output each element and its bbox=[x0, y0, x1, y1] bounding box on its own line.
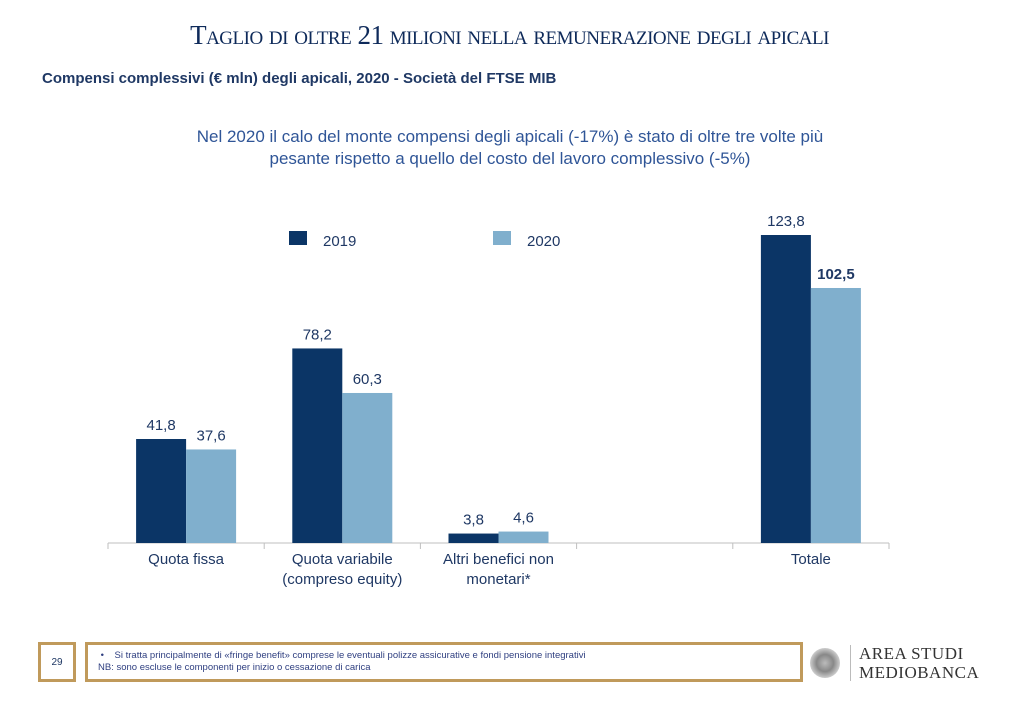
category-label: (compreso equity) bbox=[282, 571, 402, 588]
footnote-1: • Si tratta principalmente di «fringe be… bbox=[98, 650, 790, 662]
logo-line-1: AREA STUDI bbox=[859, 644, 964, 663]
logo-divider bbox=[850, 645, 851, 681]
legend-swatch-2020 bbox=[493, 231, 511, 245]
chart-subtitle: Compensi complessivi (€ mln) degli apica… bbox=[42, 70, 557, 87]
footnote-1-text: Si tratta principalmente di «fringe bene… bbox=[114, 650, 586, 661]
data-label: 102,5 bbox=[817, 266, 855, 283]
category-label: Altri benefici non bbox=[443, 551, 554, 568]
data-label: 60,3 bbox=[353, 371, 382, 388]
bar-2019 bbox=[292, 348, 343, 543]
legend-swatch-2019 bbox=[289, 231, 307, 245]
data-label: 4,6 bbox=[513, 510, 534, 527]
bar-2019 bbox=[136, 439, 187, 543]
bar-2020 bbox=[810, 287, 861, 543]
bar-2020 bbox=[498, 531, 549, 543]
page-title: Taglio di oltre 21 milioni nella remuner… bbox=[190, 20, 829, 50]
category-label: Quota variabile bbox=[292, 551, 393, 568]
legend-label: 2020 bbox=[527, 233, 560, 250]
footnote-box: • Si tratta principalmente di «fringe be… bbox=[85, 642, 803, 682]
commentary-line-2: pesante rispetto a quello del costo del … bbox=[269, 149, 751, 168]
mediobanca-logo: AREA STUDI MEDIOBANCA bbox=[810, 643, 990, 683]
legend-label: 2019 bbox=[323, 233, 356, 250]
bullet: • bbox=[100, 650, 104, 661]
category-label: Quota fissa bbox=[148, 551, 225, 568]
data-label: 41,8 bbox=[146, 417, 175, 434]
category-label: Totale bbox=[791, 551, 831, 568]
commentary-line-1: Nel 2020 il calo del monte compensi degl… bbox=[196, 127, 824, 146]
data-label: 37,6 bbox=[196, 427, 225, 444]
bar-2019 bbox=[760, 235, 811, 543]
bar-2020 bbox=[186, 449, 237, 543]
commentary: Nel 2020 il calo del monte compensi degl… bbox=[120, 126, 900, 170]
footnote-2: NB: sono escluse le componenti per inizi… bbox=[98, 662, 371, 673]
logo-line-2: MEDIOBANCA bbox=[859, 663, 980, 682]
bar-2020 bbox=[342, 392, 393, 543]
seal-icon bbox=[810, 648, 840, 678]
data-label: 3,8 bbox=[463, 512, 484, 529]
page-number: 29 bbox=[38, 642, 76, 682]
data-label: 78,2 bbox=[303, 326, 332, 343]
bar-2019 bbox=[448, 533, 499, 543]
category-label: monetari* bbox=[466, 571, 530, 588]
data-label: 123,8 bbox=[767, 213, 805, 230]
